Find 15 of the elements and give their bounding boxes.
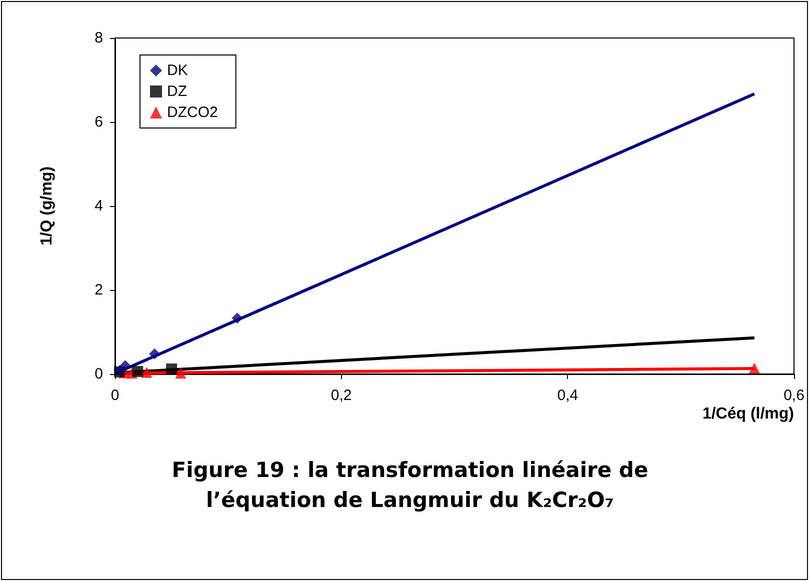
caption: Figure 19 : la transformation linéaire de l’équation de Langmuir du K₂Cr₂O₇ — [170, 457, 650, 514]
y-axis-title: 1/Q (g/mg) — [38, 166, 56, 246]
x-tick-label: 0,6 — [784, 387, 804, 404]
y-tick-label: 2 — [94, 282, 103, 298]
x-tick-label: 0,4 — [557, 387, 578, 404]
y-tick-label: 0 — [94, 366, 103, 382]
y-tick-label: 6 — [94, 114, 103, 130]
x-axis-title: 1/Céq (l/mg) — [702, 406, 794, 422]
legend-label: DZCO2 — [167, 104, 218, 121]
x-tick-label: 0 — [110, 387, 120, 404]
legend-label: DZ — [167, 83, 187, 100]
legend-label: DK — [167, 62, 188, 79]
y-tick-label: 8 — [94, 30, 103, 46]
y-tick-label: 4 — [94, 198, 103, 214]
x-tick-label: 0,2 — [330, 387, 352, 404]
